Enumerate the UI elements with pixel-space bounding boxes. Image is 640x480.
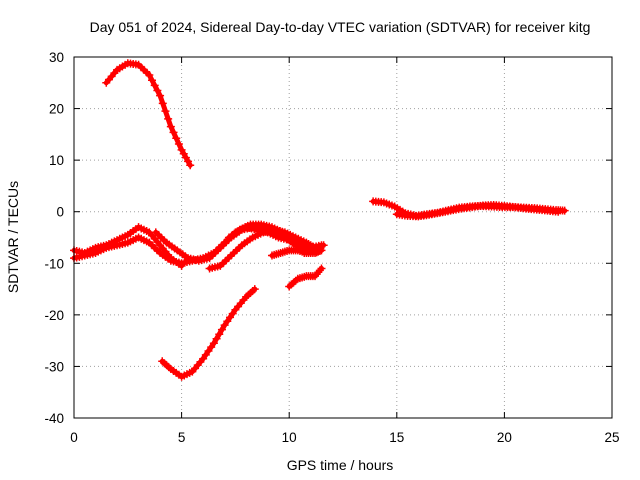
x-tick-label: 5	[178, 430, 186, 445]
y-tick-label: -40	[44, 411, 64, 426]
data-point-interp	[148, 76, 157, 85]
series-arc-low	[158, 285, 259, 381]
data-point-interp	[217, 325, 226, 334]
series-layer	[70, 59, 569, 381]
y-tick-label: 20	[49, 102, 64, 117]
y-tick-label: -10	[44, 256, 64, 271]
axis-ticks: 0 5 10 15 20 25 -40 -30 -20 -10 0 10 20 30	[44, 50, 619, 445]
data-point	[560, 206, 569, 215]
y-tick-label: 10	[49, 153, 64, 168]
data-point	[177, 261, 186, 270]
data-point-interp	[153, 86, 162, 95]
x-tick-label: 15	[389, 430, 404, 445]
data-point-interp	[164, 114, 173, 123]
series-arc-right-dip	[285, 264, 326, 291]
series-arc-high	[102, 59, 195, 170]
y-tick-label: -30	[44, 359, 64, 374]
y-tick-label: -20	[44, 308, 64, 323]
x-tick-label: 20	[497, 430, 512, 445]
series-arc-east-2	[392, 201, 563, 221]
data-point	[156, 91, 165, 100]
data-point-interp	[158, 99, 167, 108]
data-point-interp	[161, 107, 170, 116]
y-axis-label: SDTVAR / TECUs	[5, 181, 21, 293]
x-axis-label: GPS time / hours	[287, 457, 394, 473]
grid	[74, 57, 612, 418]
data-point	[250, 285, 259, 294]
x-tick-label: 0	[70, 430, 78, 445]
data-point-interp	[215, 330, 224, 339]
y-tick-label: 0	[56, 205, 64, 220]
data-point	[209, 339, 218, 348]
data-point	[319, 241, 328, 250]
data-point-interp	[174, 140, 183, 149]
x-tick-label: 10	[282, 430, 297, 445]
data-point-interp	[212, 334, 221, 343]
data-point	[166, 122, 175, 131]
plot-frame	[73, 56, 613, 419]
data-point	[145, 71, 154, 80]
data-point-interp	[169, 128, 178, 137]
x-tick-label: 25	[604, 430, 619, 445]
chart-title: Day 051 of 2024, Sidereal Day-to-day VTE…	[90, 19, 591, 35]
data-point	[186, 161, 195, 170]
data-point-interp	[172, 134, 181, 143]
data-point	[317, 264, 326, 273]
y-tick-label: 30	[49, 50, 64, 65]
series-arc-right-low	[267, 246, 326, 260]
data-point-interp	[150, 81, 159, 90]
data-point	[317, 246, 326, 255]
data-point	[554, 207, 563, 216]
